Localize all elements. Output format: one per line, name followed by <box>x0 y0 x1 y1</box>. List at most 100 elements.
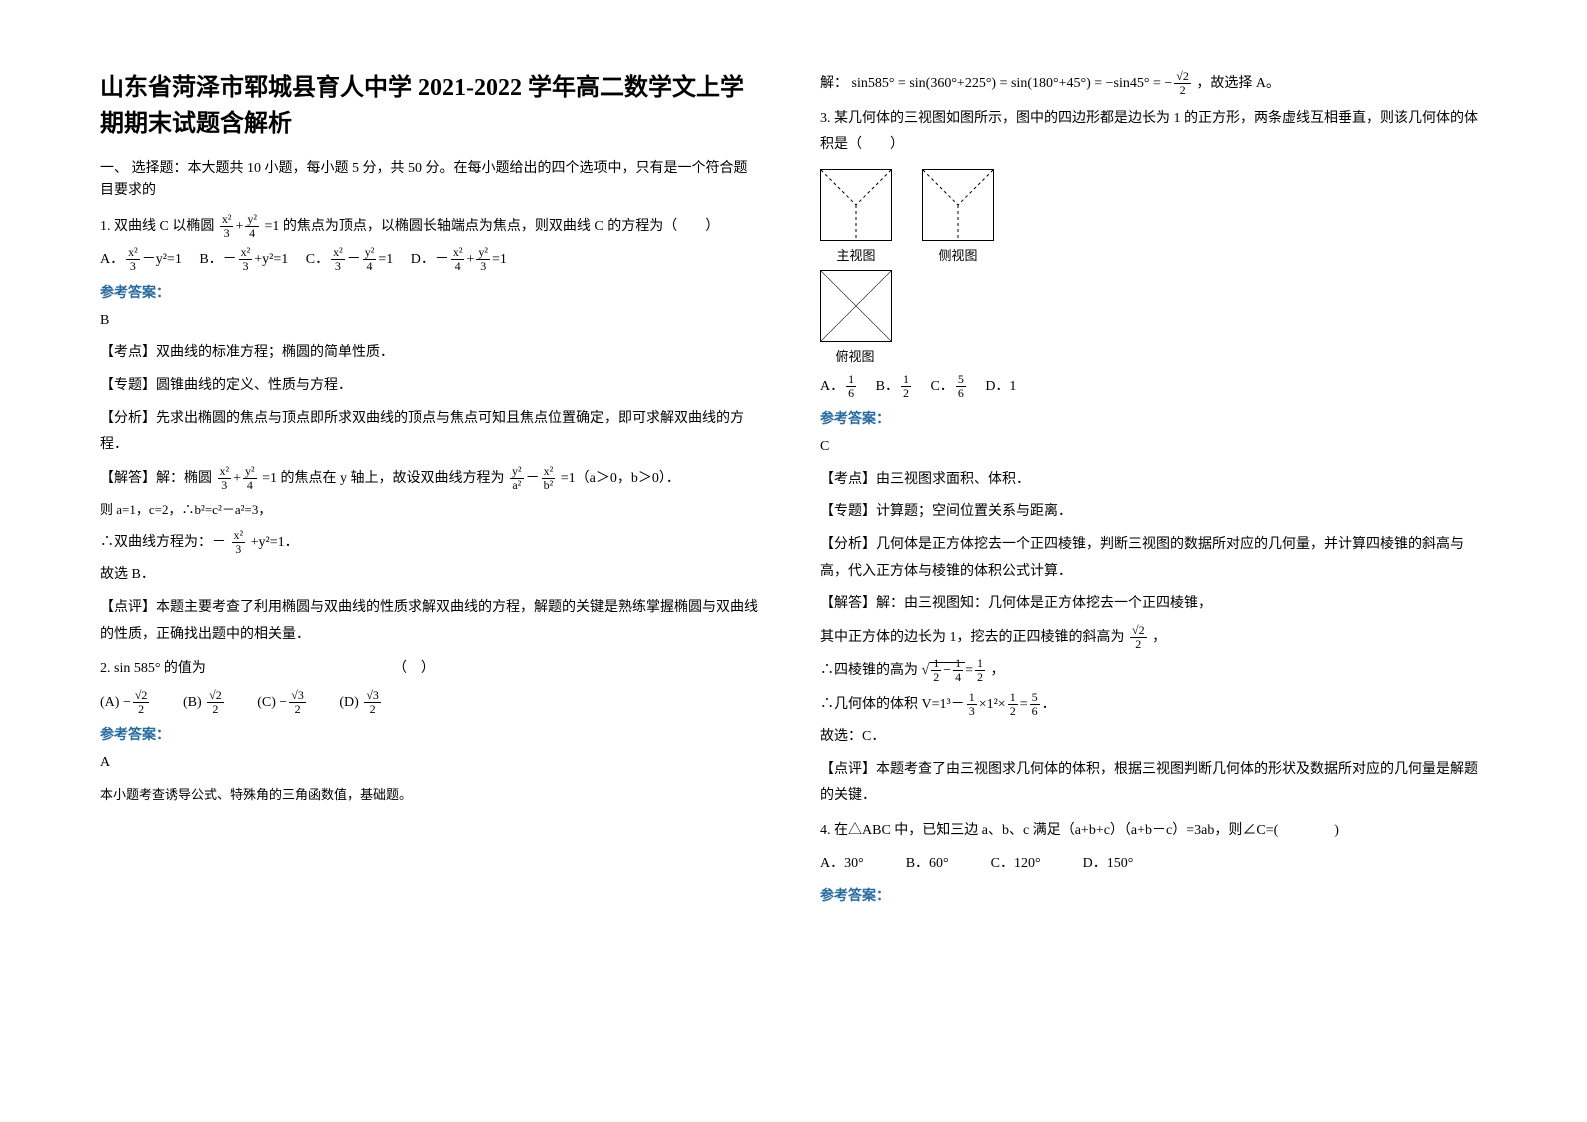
q2-solution: 解： sin585° = sin(360°+225°) = sin(180°+4… <box>820 70 1480 98</box>
q1-exp-7: 故选 B． <box>100 562 760 589</box>
q1-exp-6a: ∴双曲线方程为：－ <box>100 535 226 550</box>
q3-D: D．1 <box>985 379 1016 394</box>
q3-exp-6a: ∴四棱锥的高为 <box>820 663 918 678</box>
q3-stem: 3. 某几何体的三视图如图所示，图中的四边形都是边长为 1 的正方形，两条虚线互… <box>820 106 1480 159</box>
section-1-heading: 一、 选择题：本大题共 10 小题，每小题 5 分，共 50 分。在每小题给出的… <box>100 158 760 203</box>
frac-i2: 12 <box>901 373 911 400</box>
q3-exp-5: 其中正方体的边长为 1，挖去的正四棱锥的斜高为 √22 ， <box>820 624 1480 652</box>
q2-B: (B) <box>183 695 202 710</box>
top-view-cell: 俯视图 <box>820 270 890 365</box>
q1-optA-suf: －y²=1 <box>142 252 182 267</box>
frac-a: x²3 <box>126 246 140 273</box>
q1-exp-4a: 【解答】解：椭圆 <box>100 471 212 486</box>
frac-d1: x²4 <box>451 246 465 273</box>
q2-options: (A) −√22 (B) √22 (C) −√32 (D) √32 <box>100 689 760 717</box>
q1-optA-pre: A． <box>100 252 124 267</box>
q2-C: (C) <box>257 695 276 710</box>
q3-C: C． <box>930 379 953 394</box>
q2-sol-b: sin585° = sin(360°+225°) = sin(180°+45°)… <box>852 76 1173 91</box>
front-view-cell: 主视图 <box>820 169 892 264</box>
q1-exp-6: ∴双曲线方程为：－ x²3 +y²=1． <box>100 529 760 557</box>
q1-exp-8: 【点评】本题主要考查了利用椭圆与双曲线的性质求解双曲线的方程，解题的关键是熟练掌… <box>100 595 760 648</box>
frac-e3: y²a² <box>510 465 524 492</box>
frac-x2-3: x²3 <box>220 213 234 240</box>
frac-k2: 12 <box>1008 691 1018 718</box>
q1-stem: 1. 双曲线 C 以椭圆 x²3+y²4 =1 的焦点为顶点，以椭圆长轴端点为焦… <box>100 213 760 241</box>
left-column: 山东省菏泽市郓城县育人中学 2021-2022 学年高二数学文上学期期末试题含解… <box>100 70 760 911</box>
frac-c1: x²3 <box>331 246 345 273</box>
q2-exp: 本小题考查诱导公式、特殊角的三角函数值，基础题。 <box>100 783 760 808</box>
q2-text: 2. sin 585° 的值为 <box>100 661 206 676</box>
q2-answer: A <box>100 750 760 777</box>
q3-exp-8: 故选：C． <box>820 724 1480 751</box>
q2-stem: 2. sin 585° 的值为 （ ） <box>100 656 760 683</box>
answer-label-1: 参考答案： <box>100 282 760 302</box>
q3-exp-6: ∴四棱锥的高为 √12−14=12 ， <box>820 657 1480 685</box>
frac-f: x²3 <box>232 529 246 556</box>
q2-D: (D) <box>339 695 358 710</box>
q2-A: (A) <box>100 695 119 710</box>
q1-exp-6b: +y²=1． <box>251 535 299 550</box>
q3-exp-7: ∴几何体的体积 V=1³－13×1²×12=56． <box>820 691 1480 719</box>
frac-i3: 56 <box>956 373 966 400</box>
right-column: 解： sin585° = sin(360°+225°) = sin(180°+4… <box>820 70 1480 911</box>
q3-exp-4: 【解答】解：由三视图知：几何体是正方体挖去一个正四棱锥， <box>820 591 1480 618</box>
frac-g1: √22 <box>133 689 150 716</box>
q3-exp-1: 【考点】由三视图求面积、体积． <box>820 467 1480 494</box>
frac-e4: x²b² <box>542 465 556 492</box>
frac-g3: √32 <box>289 689 306 716</box>
three-view-row1: 主视图 侧视图 <box>820 169 1480 264</box>
q1-optD-suf: =1 <box>492 252 507 267</box>
q3-exp-2: 【专题】计算题；空间位置关系与距离． <box>820 499 1480 526</box>
q1-exp-5: 则 a=1，c=2，∴b²=c²－a²=3， <box>100 498 760 523</box>
frac-j1: √22 <box>1130 624 1147 651</box>
q3-exp-7b: ×1²× <box>979 697 1006 712</box>
q3-exp-9: 【点评】本题考查了由三视图求几何体的体积，根据三视图判断几何体的形状及数据所对应… <box>820 757 1480 810</box>
top-view-label: 俯视图 <box>820 346 890 365</box>
frac-g4: √32 <box>364 689 381 716</box>
q2-sol-c: ，故选择 A。 <box>1196 76 1280 91</box>
frac-j3: 14 <box>953 657 963 684</box>
q1-exp-3: 【分析】先求出椭圆的焦点与顶点即所求双曲线的顶点与焦点可知且焦点位置确定，即可求… <box>100 406 760 459</box>
side-view-cell: 侧视图 <box>922 169 994 264</box>
frac-g2: √22 <box>207 689 224 716</box>
page-title: 山东省菏泽市郓城县育人中学 2021-2022 学年高二数学文上学期期末试题含解… <box>100 70 760 142</box>
q1-exp-4b: =1 的焦点在 y 轴上，故设双曲线方程为 <box>262 471 504 486</box>
answer-label-3: 参考答案： <box>820 408 1480 428</box>
q3-exp-5b: ， <box>1152 630 1166 645</box>
top-view-box <box>820 270 892 342</box>
frac-k3: 56 <box>1030 691 1040 718</box>
q2-sol-a: 解： <box>820 76 848 91</box>
answer-label-2: 参考答案： <box>100 724 760 744</box>
q2-paren: （ ） <box>393 661 435 676</box>
side-view-box <box>922 169 994 241</box>
q3-B: B． <box>876 379 899 394</box>
frac-i1: 16 <box>846 373 856 400</box>
q3-answer: C <box>820 434 1480 461</box>
q1-optC-pre: C． <box>306 252 329 267</box>
frac-h: √22 <box>1174 70 1191 97</box>
q3-exp-7d: ． <box>1042 697 1056 712</box>
q1-exp-4: 【解答】解：椭圆 x²3+y²4 =1 的焦点在 y 轴上，故设双曲线方程为 y… <box>100 465 760 493</box>
front-view-box <box>820 169 892 241</box>
front-view-label: 主视图 <box>820 245 892 264</box>
q3-exp-3: 【分析】几何体是正方体挖去一个正四棱锥，判断三视图的数据所对应的几何量，并计算四… <box>820 532 1480 585</box>
frac-e1: x²3 <box>218 465 232 492</box>
q1-exp-1: 【考点】双曲线的标准方程；椭圆的简单性质． <box>100 340 760 367</box>
q3-A: A． <box>820 379 844 394</box>
frac-d2: y²3 <box>476 246 490 273</box>
frac-j4: 12 <box>975 657 985 684</box>
q3-options: A．16 B．12 C．56 D．1 <box>820 373 1480 401</box>
q1-optB-pre: B．－ <box>199 252 236 267</box>
q1-options: A．x²3－y²=1 B．－x²3+y²=1 C．x²3－y²4=1 D．－x²… <box>100 246 760 274</box>
q1-optC-suf: =1 <box>378 252 393 267</box>
q1-exp-4c: =1（a＞0，b＞0）． <box>561 471 680 486</box>
side-view-label: 侧视图 <box>922 245 994 264</box>
q1-answer: B <box>100 308 760 335</box>
q3-exp-5a: 其中正方体的边长为 1，挖去的正四棱锥的斜高为 <box>820 630 1125 645</box>
q4-options: A．30° B．60° C．120° D．150° <box>820 851 1480 878</box>
frac-y2-4: y²4 <box>245 213 259 240</box>
frac-j2: 12 <box>931 657 941 684</box>
q1-exp-2: 【专题】圆锥曲线的定义、性质与方程． <box>100 373 760 400</box>
q4-stem: 4. 在△ABC 中，已知三边 a、b、c 满足（a+b+c）（a+b－c）=3… <box>820 818 1480 845</box>
